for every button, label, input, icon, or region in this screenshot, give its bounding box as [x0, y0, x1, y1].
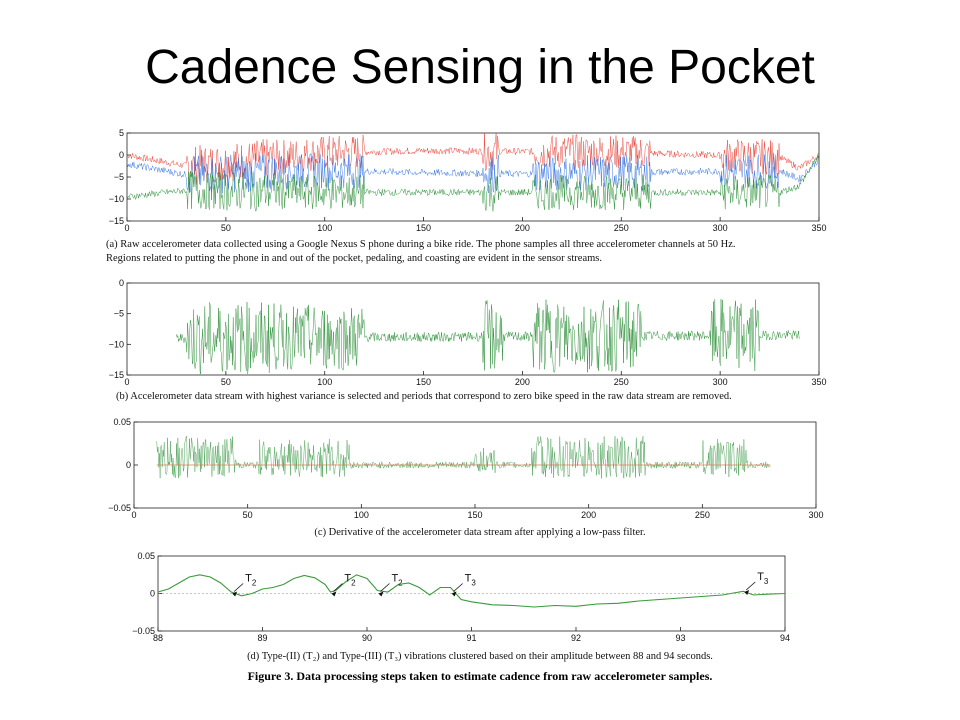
series-line-a-2 — [126, 151, 820, 212]
caption-d: (d) Type-(II) (T₂) and Type-(III) (T₃) v… — [247, 651, 713, 662]
x-tick-label-b: 350 — [811, 377, 826, 387]
y-tick-label-d: 0.05 — [137, 551, 155, 561]
annotation-label-2: T2 — [391, 573, 403, 588]
annotation-subscript-4: 3 — [764, 577, 769, 586]
y-tick-label-a: 0 — [119, 150, 124, 160]
caption-c: (c) Derivative of the accelerometer data… — [314, 527, 646, 538]
x-tick-label-d: 91 — [466, 633, 476, 643]
annotation-arrow-4 — [745, 581, 756, 591]
x-tick-label-a: 200 — [515, 223, 530, 233]
x-tick-label-b: 150 — [416, 377, 431, 387]
y-tick-label-c: 0.05 — [113, 417, 131, 427]
x-tick-label-a: 300 — [713, 223, 728, 233]
y-tick-label-a: −5 — [114, 172, 124, 182]
y-tick-label-b: −15 — [109, 370, 124, 380]
annotation-arrowhead-3 — [451, 591, 457, 597]
x-tick-label-c: 100 — [354, 510, 369, 520]
annotation-subscript-2: 2 — [398, 579, 403, 588]
x-tick-label-c: 300 — [808, 510, 823, 520]
y-tick-label-b: −10 — [109, 339, 124, 349]
series-line-a-1 — [126, 152, 820, 194]
x-tick-label-a: 150 — [416, 223, 431, 233]
annotation-arrowhead-4 — [744, 590, 750, 595]
annotation-arrow-3 — [453, 583, 463, 592]
annotation-arrow-1 — [333, 583, 343, 592]
series-line-b-0 — [176, 299, 800, 375]
annotation-label-4: T3 — [757, 571, 769, 586]
annotation-label-0: T2 — [245, 573, 257, 588]
x-tick-label-c: 50 — [243, 510, 253, 520]
annotation-label-3: T3 — [465, 573, 477, 588]
x-tick-label-d: 88 — [153, 633, 163, 643]
x-tick-label-b: 50 — [221, 377, 231, 387]
x-tick-label-b: 200 — [515, 377, 530, 387]
x-tick-label-b: 0 — [124, 377, 129, 387]
annotation-subscript-3: 3 — [471, 579, 476, 588]
y-tick-label-a: 5 — [119, 128, 124, 138]
annotation-arrow-0 — [233, 583, 244, 592]
x-tick-label-c: 200 — [581, 510, 596, 520]
x-tick-label-c: 0 — [131, 510, 136, 520]
annotation-subscript-1: 2 — [351, 579, 356, 588]
annotation-arrowhead-1 — [331, 591, 337, 597]
x-tick-label-b: 100 — [317, 377, 332, 387]
x-tick-label-a: 350 — [811, 223, 826, 233]
x-tick-label-c: 150 — [467, 510, 482, 520]
axes-box-b — [126, 282, 820, 376]
y-tick-label-c: 0 — [126, 460, 131, 470]
caption-a-line-1: (a) Raw accelerometer data collected usi… — [106, 239, 736, 250]
x-tick-label-d: 89 — [257, 633, 267, 643]
annotation-arrowhead-2 — [378, 591, 384, 597]
x-tick-label-d: 93 — [675, 633, 685, 643]
x-tick-label-a: 50 — [221, 223, 231, 233]
y-tick-label-b: 0 — [119, 278, 124, 288]
caption-a-line-2: Regions related to putting the phone in … — [106, 253, 602, 264]
series-line-a-0 — [126, 132, 820, 185]
slide-title: Cadence Sensing in the Pocket — [145, 41, 815, 94]
series-line-c-0 — [156, 435, 771, 479]
y-tick-label-c: −0.05 — [108, 503, 131, 513]
x-tick-label-d: 92 — [571, 633, 581, 643]
y-tick-label-d: −0.05 — [132, 626, 155, 636]
x-tick-label-c: 250 — [695, 510, 710, 520]
y-tick-label-a: −10 — [109, 194, 124, 204]
y-tick-label-b: −5 — [114, 309, 124, 319]
y-tick-label-d: 0 — [150, 589, 155, 599]
x-tick-label-b: 250 — [614, 377, 629, 387]
caption-b: (b) Accelerometer data stream with highe… — [116, 391, 732, 402]
y-tick-label-a: −15 — [109, 216, 124, 226]
annotation-label-1: T2 — [344, 573, 356, 588]
x-tick-label-d: 94 — [780, 633, 790, 643]
x-tick-label-a: 0 — [124, 223, 129, 233]
x-tick-label-d: 90 — [362, 633, 372, 643]
figure-caption: Figure 3. Data processing steps taken to… — [247, 669, 713, 683]
annotation-arrow-2 — [380, 583, 390, 592]
x-tick-label-a: 250 — [614, 223, 629, 233]
x-tick-label-a: 100 — [317, 223, 332, 233]
annotation-arrowhead-0 — [232, 591, 238, 597]
annotation-subscript-0: 2 — [252, 579, 257, 588]
x-tick-label-b: 300 — [713, 377, 728, 387]
series-line-d-0 — [157, 574, 786, 608]
